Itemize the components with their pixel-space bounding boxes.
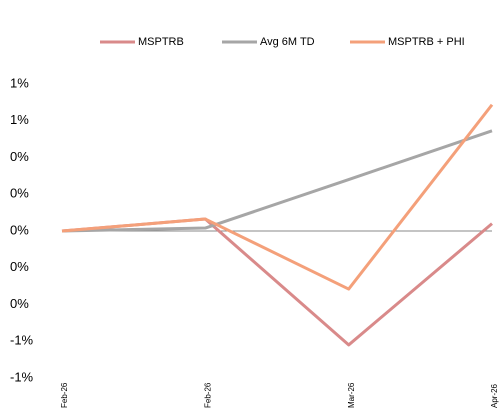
x-tick-label: Apr-26 bbox=[490, 383, 499, 408]
legend-label: Avg 6M TD bbox=[260, 36, 315, 48]
x-tick-label: Mar-26 bbox=[347, 382, 356, 408]
x-tick-label: Feb-26 bbox=[203, 382, 212, 408]
y-tick-label: -1% bbox=[10, 369, 34, 384]
y-tick-label: 0% bbox=[10, 186, 29, 201]
data-line bbox=[61, 217, 493, 347]
y-tick-label: 0% bbox=[10, 149, 29, 164]
y-tick-label: 0% bbox=[10, 222, 29, 237]
y-tick-label: 1% bbox=[10, 112, 29, 127]
y-tick-label: 1% bbox=[10, 75, 29, 90]
y-tick-label: -1% bbox=[10, 333, 34, 348]
y-tick-label: 0% bbox=[10, 259, 29, 274]
legend-label: MSPTRB bbox=[138, 36, 184, 48]
data-line bbox=[61, 103, 494, 291]
x-tick-label: Feb-26 bbox=[60, 382, 69, 408]
data-line bbox=[61, 129, 493, 233]
y-tick-label: 0% bbox=[10, 296, 29, 311]
legend-label: MSPTRB + PHI bbox=[388, 36, 465, 48]
